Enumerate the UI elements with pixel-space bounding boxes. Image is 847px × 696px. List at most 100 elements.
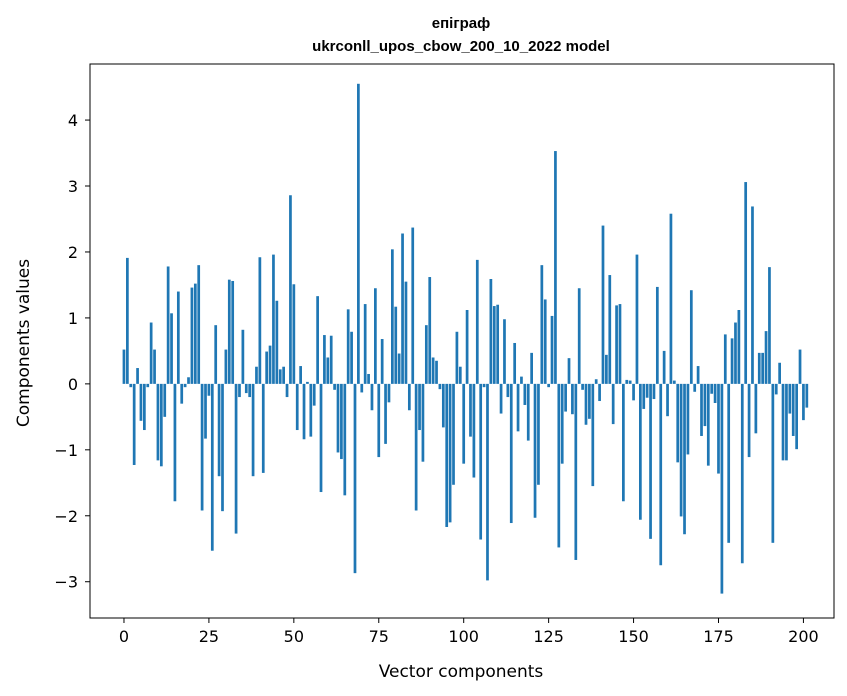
x-tick-label: 50: [284, 627, 304, 646]
bar-80: [394, 306, 398, 384]
bar-68: [353, 383, 357, 574]
bar-72: [367, 373, 370, 384]
bar-190: [768, 267, 771, 384]
bar-136: [584, 383, 588, 425]
bar-65: [343, 383, 347, 496]
x-tick-label: 125: [533, 627, 564, 646]
bar-166: [686, 383, 690, 455]
bar-167: [689, 290, 693, 384]
bar-179: [730, 338, 734, 384]
bar-12: [163, 383, 167, 417]
bar-16: [176, 291, 180, 384]
x-tick-label: 25: [199, 627, 219, 646]
bar-5: [139, 383, 143, 421]
bar-189: [764, 331, 768, 384]
y-tick-label: 3: [68, 177, 78, 196]
bar-15: [173, 383, 177, 502]
bar-132: [571, 383, 574, 415]
bar-64: [340, 383, 343, 460]
bar-11: [159, 383, 163, 467]
bar-195: [785, 383, 788, 461]
x-tick-label: 150: [618, 627, 649, 646]
bar-58: [319, 383, 323, 493]
y-tick-label: −1: [54, 441, 78, 460]
bar-56: [312, 383, 316, 406]
bar-175: [717, 383, 720, 474]
bar-25: [207, 383, 211, 396]
bar-40: [258, 257, 262, 384]
bar-102: [469, 383, 472, 437]
bar-108: [489, 279, 493, 384]
bar-38: [251, 383, 255, 477]
bar-111: [499, 383, 503, 414]
bar-116: [516, 383, 520, 432]
x-tick-label: 175: [703, 627, 734, 646]
bar-170: [700, 383, 703, 436]
bar-154: [645, 383, 649, 398]
x-tick-label: 100: [448, 627, 479, 646]
bar-94: [441, 383, 445, 428]
bar-148: [625, 379, 629, 384]
bar-173: [710, 383, 714, 394]
bar-178: [727, 383, 731, 543]
bar-107: [486, 383, 489, 581]
bar-198: [795, 383, 798, 450]
bar-193: [778, 362, 781, 384]
bar-13: [166, 266, 170, 384]
bar-194: [781, 383, 785, 461]
bar-44: [272, 254, 275, 384]
bar-22: [197, 265, 201, 384]
bar-57: [316, 296, 319, 384]
bar-97: [452, 383, 455, 485]
bar-200: [802, 383, 805, 421]
bar-197: [791, 383, 795, 436]
y-tick-label: 4: [68, 111, 78, 130]
bar-158: [659, 383, 663, 566]
x-axis-ticks: 0 25 50 75 100 125 150 175 200: [119, 618, 819, 646]
bar-117: [520, 376, 523, 384]
bar-96: [448, 383, 452, 523]
bar-43: [268, 345, 272, 384]
bar-151: [635, 254, 639, 384]
bar-138: [591, 383, 595, 487]
x-tick-label: 0: [119, 627, 129, 646]
bar-51: [295, 383, 299, 431]
bar-2: [129, 383, 133, 388]
bar-60: [326, 357, 330, 384]
bar-122: [537, 383, 540, 485]
y-tick-label: 2: [68, 243, 78, 262]
bar-41: [261, 383, 265, 473]
bar-39: [255, 366, 258, 384]
bar-34: [238, 383, 241, 398]
bar-71: [363, 304, 367, 384]
bar-8: [149, 322, 153, 384]
bar-115: [513, 342, 517, 384]
bar-30: [224, 349, 228, 384]
y-tick-label: 1: [68, 309, 78, 328]
bar-169: [696, 366, 700, 384]
bar-137: [588, 383, 591, 419]
bar-23: [200, 383, 204, 511]
bars-group: [122, 83, 809, 594]
bar-31: [227, 279, 231, 384]
bar-147: [622, 383, 625, 502]
plot-frame: [89, 63, 835, 619]
bar-161: [669, 213, 673, 384]
bar-17: [180, 383, 184, 404]
bar-70: [360, 383, 364, 393]
bar-109: [492, 306, 496, 384]
bar-163: [676, 383, 680, 463]
y-tick-label: −3: [54, 573, 78, 592]
bar-1: [126, 257, 129, 384]
bar-165: [683, 383, 686, 535]
bar-27: [214, 325, 218, 384]
bar-152: [639, 383, 642, 520]
bar-183: [744, 182, 748, 384]
bar-62: [333, 383, 336, 390]
bar-20: [190, 287, 194, 384]
bar-160: [666, 383, 669, 417]
bar-149: [628, 380, 632, 384]
bar-186: [754, 383, 758, 434]
bar-85: [411, 227, 415, 384]
bar-24: [204, 383, 207, 439]
